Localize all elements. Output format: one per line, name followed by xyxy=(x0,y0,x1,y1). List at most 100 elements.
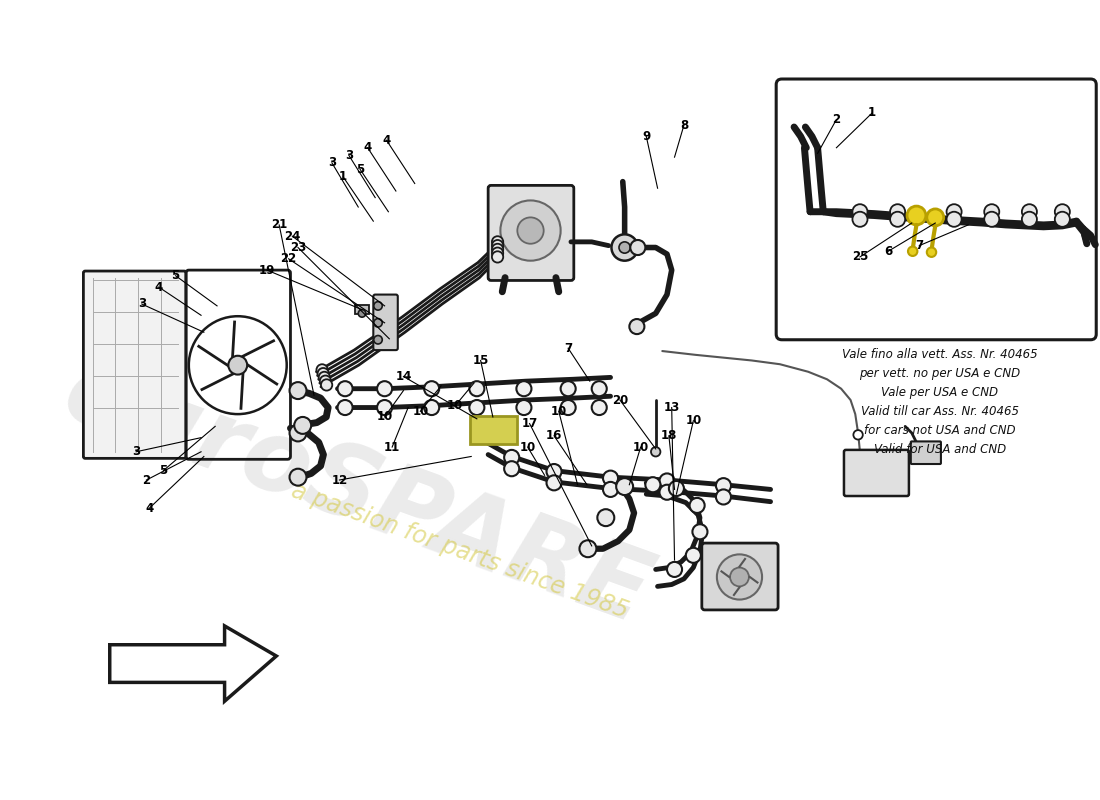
Circle shape xyxy=(660,485,674,500)
Circle shape xyxy=(852,212,868,226)
Text: 3: 3 xyxy=(138,298,146,310)
Text: 14: 14 xyxy=(395,370,411,383)
Text: Vale fino alla vett. Ass. Nr. 40465
per vett. no per USA e CND
Vale per USA e CN: Vale fino alla vett. Ass. Nr. 40465 per … xyxy=(843,348,1037,456)
FancyBboxPatch shape xyxy=(471,416,517,444)
Circle shape xyxy=(516,400,531,415)
Text: 11: 11 xyxy=(384,441,400,454)
Text: 7: 7 xyxy=(915,239,923,252)
Text: 10: 10 xyxy=(412,405,429,418)
Circle shape xyxy=(1055,204,1070,219)
Circle shape xyxy=(470,381,484,396)
Text: 19: 19 xyxy=(258,263,275,277)
Text: 20: 20 xyxy=(612,394,628,406)
Text: 21: 21 xyxy=(271,218,287,231)
FancyBboxPatch shape xyxy=(84,271,186,458)
Circle shape xyxy=(374,335,383,344)
Circle shape xyxy=(289,382,307,399)
Text: 9: 9 xyxy=(642,130,650,143)
Circle shape xyxy=(660,474,674,489)
Text: 16: 16 xyxy=(546,430,562,442)
Text: 6: 6 xyxy=(884,245,892,258)
Circle shape xyxy=(646,477,660,492)
Text: 1: 1 xyxy=(339,170,348,183)
Text: 4: 4 xyxy=(363,142,372,154)
Circle shape xyxy=(516,381,531,396)
Circle shape xyxy=(1055,212,1070,226)
FancyBboxPatch shape xyxy=(702,543,778,610)
Circle shape xyxy=(629,319,645,334)
Text: 5: 5 xyxy=(356,163,364,176)
Circle shape xyxy=(1022,204,1037,219)
Circle shape xyxy=(616,478,634,495)
Text: 17: 17 xyxy=(521,417,538,430)
Circle shape xyxy=(561,400,575,415)
FancyBboxPatch shape xyxy=(355,305,368,314)
FancyBboxPatch shape xyxy=(911,442,940,464)
Text: 15: 15 xyxy=(472,354,488,367)
Circle shape xyxy=(854,430,862,439)
Circle shape xyxy=(630,240,646,255)
Circle shape xyxy=(318,368,329,379)
Circle shape xyxy=(425,400,439,415)
Text: a passion for parts since 1985: a passion for parts since 1985 xyxy=(288,478,631,623)
Text: 10: 10 xyxy=(376,410,393,423)
Circle shape xyxy=(338,381,353,396)
Text: euroSPARE: euroSPARE xyxy=(51,343,662,645)
Text: 1: 1 xyxy=(868,106,877,119)
Circle shape xyxy=(338,400,353,415)
Circle shape xyxy=(852,204,868,219)
Text: 10: 10 xyxy=(447,399,463,412)
Circle shape xyxy=(908,246,917,256)
Circle shape xyxy=(592,400,607,415)
Circle shape xyxy=(619,242,630,253)
Circle shape xyxy=(492,247,503,259)
Circle shape xyxy=(492,244,503,255)
Circle shape xyxy=(927,247,936,257)
Text: 2: 2 xyxy=(142,474,151,486)
Circle shape xyxy=(229,356,248,374)
Circle shape xyxy=(667,562,682,577)
Text: 22: 22 xyxy=(280,252,297,266)
Circle shape xyxy=(470,400,484,415)
FancyBboxPatch shape xyxy=(488,186,574,281)
Circle shape xyxy=(716,490,732,505)
Circle shape xyxy=(692,524,707,539)
Text: 4: 4 xyxy=(383,134,390,146)
Circle shape xyxy=(603,482,618,497)
Text: 5: 5 xyxy=(172,270,179,282)
Circle shape xyxy=(651,447,660,457)
Text: 18: 18 xyxy=(661,430,678,442)
FancyBboxPatch shape xyxy=(777,79,1097,340)
Text: 2: 2 xyxy=(833,113,840,126)
Circle shape xyxy=(547,475,562,490)
Circle shape xyxy=(317,364,328,375)
Circle shape xyxy=(592,381,607,396)
Circle shape xyxy=(669,481,684,496)
Circle shape xyxy=(547,464,562,479)
Text: 5: 5 xyxy=(160,464,167,477)
Text: 10: 10 xyxy=(685,414,702,427)
Circle shape xyxy=(1022,212,1037,226)
Circle shape xyxy=(690,498,705,513)
Circle shape xyxy=(580,540,596,557)
Text: 23: 23 xyxy=(290,241,306,254)
Circle shape xyxy=(612,234,638,261)
Text: 13: 13 xyxy=(663,401,680,414)
Text: 3: 3 xyxy=(328,156,336,170)
Circle shape xyxy=(492,236,503,247)
Circle shape xyxy=(603,470,618,486)
Text: 4: 4 xyxy=(145,502,153,514)
Circle shape xyxy=(504,461,519,476)
Circle shape xyxy=(425,381,439,396)
Circle shape xyxy=(561,381,575,396)
Text: 3: 3 xyxy=(132,446,140,458)
Polygon shape xyxy=(110,626,276,702)
Circle shape xyxy=(500,201,561,261)
Circle shape xyxy=(289,425,307,442)
Circle shape xyxy=(504,450,519,465)
Circle shape xyxy=(716,478,732,493)
Text: 12: 12 xyxy=(331,474,348,486)
Circle shape xyxy=(289,469,307,486)
Text: 7: 7 xyxy=(564,342,572,354)
Circle shape xyxy=(377,400,392,415)
